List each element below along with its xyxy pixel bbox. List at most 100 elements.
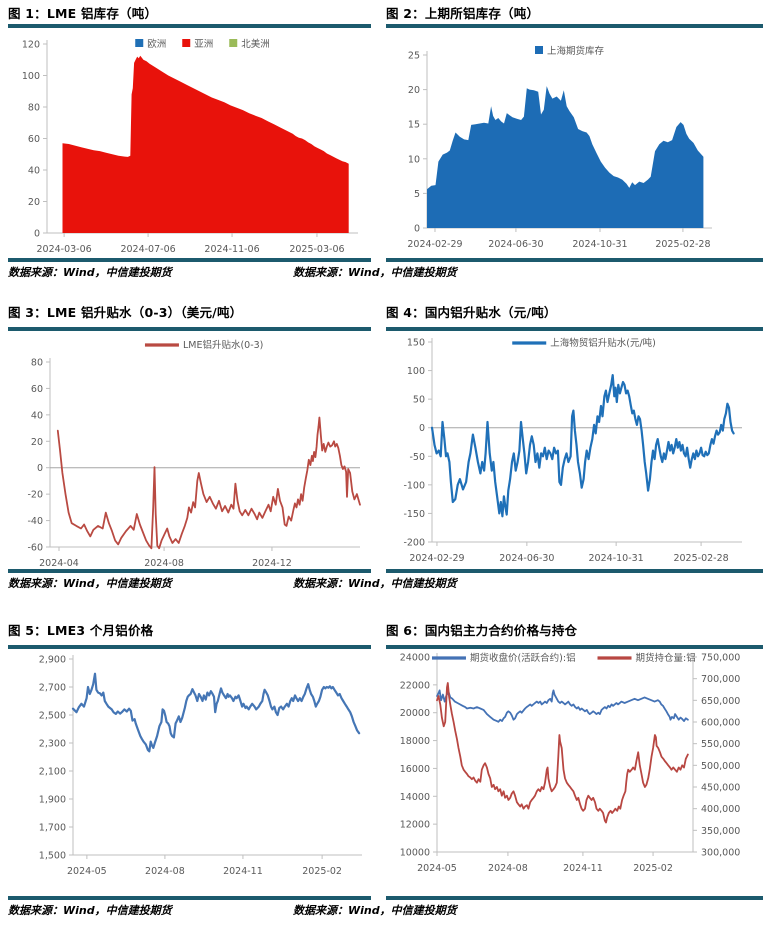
- svg-text:0: 0: [34, 229, 40, 240]
- svg-text:2024-08: 2024-08: [144, 558, 184, 569]
- svg-text:2024-12: 2024-12: [252, 558, 292, 569]
- svg-text:2024-08: 2024-08: [145, 866, 185, 877]
- svg-text:1,700: 1,700: [39, 823, 66, 834]
- svg-text:2024-11: 2024-11: [223, 866, 263, 877]
- source-note: 数据来源：Wind，中信建投期货: [293, 577, 457, 590]
- svg-text:1,900: 1,900: [39, 795, 66, 806]
- svg-text:20000: 20000: [400, 708, 430, 719]
- svg-text:2024-11: 2024-11: [563, 863, 603, 874]
- figure-4-title: 图 4：国内铝升贴水（元/吨）: [386, 305, 557, 320]
- svg-text:2024-11-06: 2024-11-06: [204, 244, 259, 255]
- svg-text:-50: -50: [409, 452, 425, 463]
- figure-4-chart: -200 -150 -100 -50 0 50 100 150 2024-02-29 2024-0…: [403, 337, 742, 564]
- svg-text:80: 80: [28, 103, 40, 114]
- svg-text:期货收盘价(活跃合约):铝: 期货收盘价(活跃合约):铝: [470, 652, 576, 664]
- svg-text:20: 20: [408, 85, 420, 96]
- svg-text:22000: 22000: [400, 680, 430, 691]
- svg-text:-100: -100: [403, 480, 425, 491]
- svg-text:2024-06-30: 2024-06-30: [488, 239, 543, 250]
- figure-5-bottom-rule: [8, 896, 371, 900]
- svg-text:40: 40: [28, 166, 40, 177]
- figure-6-top-rule: [386, 645, 763, 649]
- svg-text:1,500: 1,500: [39, 851, 66, 862]
- figure-1-bottom-rule: [8, 258, 371, 262]
- figure-5-top-rule: [8, 645, 371, 649]
- svg-text:750,000: 750,000: [701, 653, 740, 664]
- svg-text:2,500: 2,500: [39, 711, 66, 722]
- svg-text:0: 0: [37, 463, 43, 474]
- svg-text:20: 20: [31, 437, 43, 448]
- svg-text:2025-02: 2025-02: [633, 863, 673, 874]
- svg-text:-150: -150: [403, 509, 425, 520]
- svg-text:-40: -40: [27, 516, 43, 527]
- svg-text:15: 15: [408, 120, 420, 131]
- svg-text:2,900: 2,900: [39, 655, 66, 666]
- svg-text:2025-03-06: 2025-03-06: [289, 244, 344, 255]
- svg-text:24000: 24000: [400, 653, 430, 664]
- svg-text:2024-10-31: 2024-10-31: [589, 553, 644, 564]
- svg-text:80: 80: [31, 358, 43, 369]
- source-note: 数据来源：Wind，中信建投期货: [8, 577, 172, 590]
- svg-text:上海物贸铝升贴水(元/吨): 上海物贸铝升贴水(元/吨): [550, 337, 656, 349]
- svg-text:350,000: 350,000: [701, 826, 740, 837]
- svg-text:500,000: 500,000: [701, 761, 740, 772]
- svg-text:2,700: 2,700: [39, 683, 66, 694]
- source-note: 数据来源：Wind，中信建投期货: [8, 904, 172, 917]
- svg-text:5: 5: [414, 189, 420, 200]
- figure-3-bottom-rule: [8, 569, 371, 573]
- svg-text:欧洲: 欧洲: [147, 38, 166, 50]
- svg-text:北美洲: 北美洲: [241, 38, 270, 50]
- svg-text:2024-04: 2024-04: [39, 558, 79, 569]
- svg-text:2024-02-29: 2024-02-29: [409, 553, 464, 564]
- figure-2-bottom-rule: [386, 258, 763, 262]
- svg-text:20: 20: [28, 197, 40, 208]
- svg-text:10: 10: [408, 154, 420, 165]
- svg-text:60: 60: [28, 134, 40, 145]
- figure-2-title: 图 2：上期所铝库存（吨）: [386, 6, 540, 21]
- svg-text:2025-02-28: 2025-02-28: [673, 553, 728, 564]
- svg-text:上海期货库存: 上海期货库存: [547, 45, 605, 57]
- svg-text:150: 150: [407, 338, 425, 349]
- svg-text:600,000: 600,000: [701, 718, 740, 729]
- source-note: 数据来源：Wind，中信建投期货: [8, 266, 172, 279]
- figure-5-chart: 1,500 1,700 1,900 2,100 2,300 2,500 2,700 2,900…: [39, 655, 362, 877]
- svg-text:期货持仓量:铝: 期货持仓量:铝: [636, 652, 696, 664]
- svg-text:650,000: 650,000: [701, 696, 740, 707]
- figure-3-chart: -60 -40 -20 0 20 40 60 80 2024-04 2024-08 2024-12 L…: [27, 339, 361, 569]
- svg-text:18000: 18000: [400, 736, 430, 747]
- svg-text:2025-02: 2025-02: [302, 866, 342, 877]
- figure-4-top-rule: [386, 327, 763, 331]
- figure-1-chart: 0 20 40 60 80 100 120 2024-03-06 2024-07-06 2024-…: [22, 38, 358, 255]
- svg-text:2,100: 2,100: [39, 767, 66, 778]
- svg-text:2024-02-29: 2024-02-29: [407, 239, 462, 250]
- svg-text:550,000: 550,000: [701, 739, 740, 750]
- svg-text:2024-08: 2024-08: [488, 863, 528, 874]
- figure-6-chart: 10000 12000 14000 16000 18000 20000 22000 24000…: [400, 652, 741, 874]
- figure-2-top-rule: [386, 24, 763, 28]
- svg-text:400,000: 400,000: [701, 804, 740, 815]
- svg-text:100: 100: [22, 71, 40, 82]
- svg-text:LME铝升贴水(0-3): LME铝升贴水(0-3): [183, 339, 263, 351]
- svg-text:2024-07-06: 2024-07-06: [120, 244, 175, 255]
- svg-text:2024-03-06: 2024-03-06: [36, 244, 91, 255]
- svg-text:450,000: 450,000: [701, 783, 740, 794]
- figure-3-title: 图 3：LME 铝升贴水（0-3）（美元/吨）: [8, 305, 243, 320]
- svg-text:700,000: 700,000: [701, 674, 740, 685]
- figure-6-title: 图 6：国内铝主力合约价格与持仓: [386, 623, 578, 638]
- svg-text:2024-06-30: 2024-06-30: [499, 553, 554, 564]
- svg-text:2,300: 2,300: [39, 739, 66, 750]
- svg-text:亚洲: 亚洲: [194, 39, 213, 50]
- svg-text:2025-02-28: 2025-02-28: [655, 239, 710, 250]
- svg-text:10000: 10000: [400, 848, 430, 859]
- svg-text:50: 50: [413, 395, 425, 406]
- source-note: 数据来源：Wind，中信建投期货: [293, 266, 457, 279]
- figure-5-title: 图 5：LME3 个月铝价格: [8, 623, 154, 638]
- figure-2-chart: 0 5 10 15 20 25 2024-02-29 2024-06-30 2024-10-31…: [407, 45, 712, 250]
- svg-text:-20: -20: [27, 490, 43, 501]
- figure-4-bottom-rule: [386, 569, 763, 573]
- svg-text:0: 0: [419, 423, 425, 434]
- svg-text:25: 25: [408, 51, 420, 62]
- figure-1-top-rule: [8, 24, 371, 28]
- svg-text:2024-10-31: 2024-10-31: [572, 239, 627, 250]
